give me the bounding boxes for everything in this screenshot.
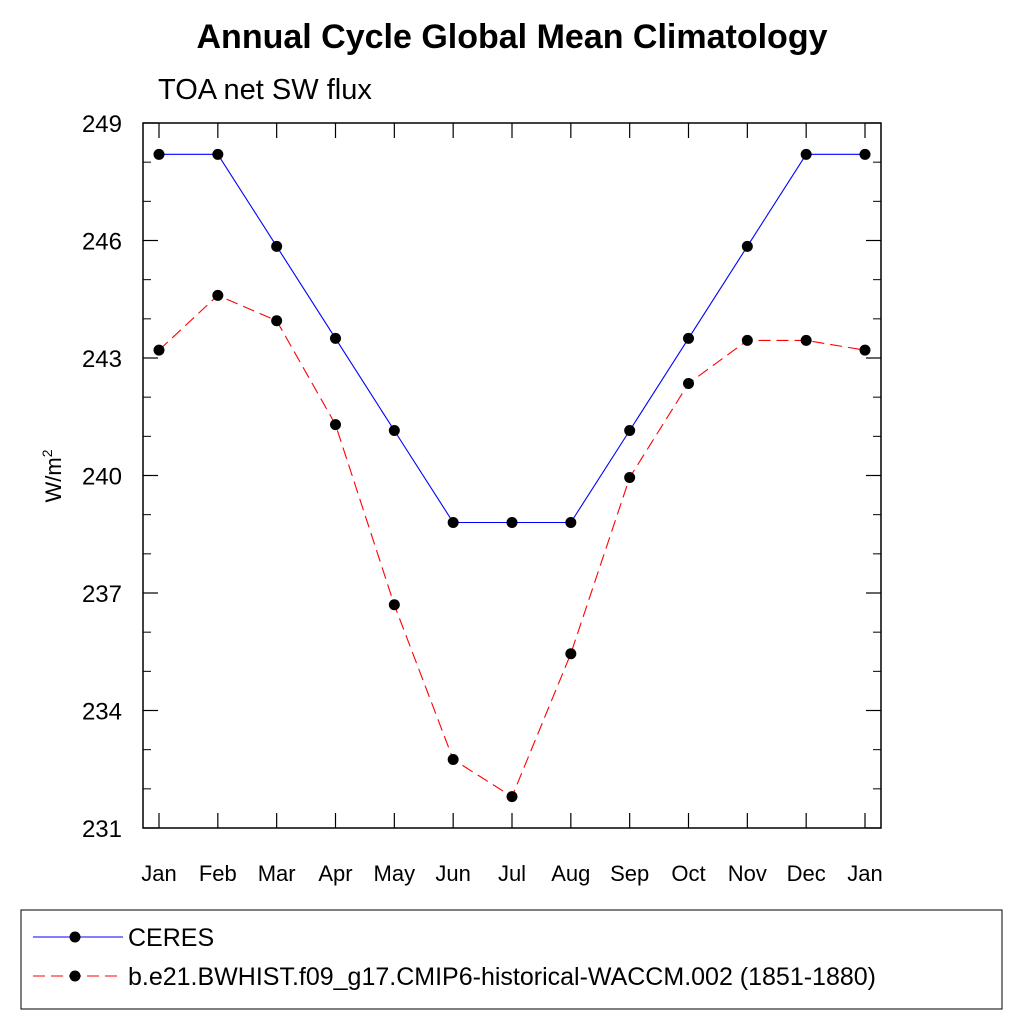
data-point	[741, 240, 753, 252]
x-tick-label: Sep	[610, 861, 649, 886]
data-point	[624, 424, 636, 436]
data-point	[153, 148, 165, 160]
chart-subtitle: TOA net SW flux	[158, 74, 372, 106]
x-tick-label: Feb	[199, 861, 237, 886]
data-point	[388, 424, 400, 436]
data-point	[800, 334, 812, 346]
data-point	[859, 344, 871, 356]
x-tick-label: Jan	[847, 861, 882, 886]
data-point	[506, 791, 518, 803]
series-line	[159, 153, 865, 524]
x-tick-label: Nov	[728, 861, 767, 886]
data-point	[388, 599, 400, 611]
y-axis-label: W/m2	[39, 449, 66, 502]
data-point	[565, 517, 577, 528]
legend-label: b.e21.BWHIST.f09_g17.CMIP6-historical-WA…	[128, 963, 876, 991]
legend-box	[20, 909, 1003, 1010]
data-point	[683, 332, 694, 344]
series-layer	[153, 148, 871, 803]
y-tick-label: 246	[82, 229, 122, 256]
y-tick-label: 237	[82, 581, 122, 608]
data-point	[859, 148, 871, 160]
x-tick-label: Dec	[787, 861, 826, 886]
data-point	[330, 419, 341, 431]
data-point	[683, 377, 694, 389]
y-tick-label: 243	[82, 346, 122, 373]
data-point	[506, 517, 518, 528]
series-0	[153, 148, 871, 528]
y-tick-label: 234	[82, 699, 122, 726]
y-tick-label: 231	[82, 816, 122, 843]
x-tick-label: Jun	[435, 861, 470, 886]
y-axis: 231 234 237 240 243 246 249	[82, 111, 881, 843]
x-axis: Jan Feb Mar Apr May Jun Jul Aug Sep Oct Nov Dec Jan	[141, 123, 883, 886]
y-tick-label: 240	[82, 464, 122, 491]
series-1	[153, 289, 871, 803]
data-point	[800, 148, 812, 160]
x-tick-label: Aug	[551, 861, 590, 886]
data-point	[330, 332, 341, 344]
y-tick-label: 249	[82, 111, 122, 138]
x-tick-label: Jul	[498, 861, 526, 886]
legend: CERES b.e21.BWHIST.f09_g17.CMIP6-historic…	[20, 909, 1003, 1010]
data-point	[447, 753, 459, 765]
data-point	[271, 315, 283, 327]
legend-entry-0: CERES	[33, 924, 214, 952]
data-point	[565, 648, 577, 660]
x-tick-label: May	[374, 861, 416, 886]
x-tick-label: Jan	[141, 861, 176, 886]
series-line	[158, 294, 866, 798]
data-point	[624, 471, 636, 483]
data-point	[212, 289, 224, 301]
data-point	[271, 240, 283, 252]
x-tick-label: Mar	[258, 861, 296, 886]
legend-entry-1: b.e21.BWHIST.f09_g17.CMIP6-historical-WA…	[33, 963, 876, 991]
chart-title: Annual Cycle Global Mean Climatology	[197, 18, 828, 56]
data-point	[741, 334, 753, 346]
legend-marker	[69, 931, 81, 943]
data-point	[212, 148, 224, 160]
x-tick-label: Oct	[671, 861, 705, 886]
data-point	[153, 344, 165, 356]
plot-frame	[142, 122, 882, 829]
legend-marker	[69, 970, 81, 982]
data-point	[447, 517, 459, 528]
x-tick-label: Apr	[318, 861, 352, 886]
legend-label: CERES	[128, 924, 214, 952]
